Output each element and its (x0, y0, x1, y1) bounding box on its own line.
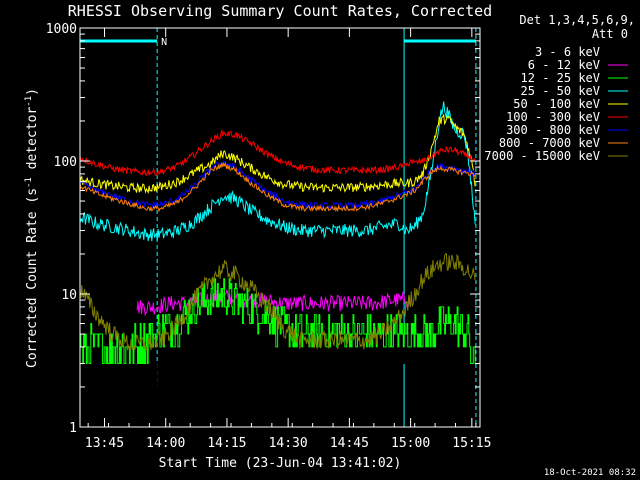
x-tick-label: 15:00 (391, 436, 430, 451)
x-tick-label: 13:45 (85, 436, 124, 451)
series-7000-15000-kev (79, 253, 476, 352)
y-axis: 1 10 100 1000 (46, 22, 480, 436)
legend-header-attenuator: Att 0 (592, 27, 628, 41)
series-line (79, 161, 476, 213)
series-line (145, 288, 477, 428)
legend-label: 12 - 25 keV (521, 71, 600, 85)
x-tick-label: 14:00 (146, 436, 185, 451)
x-tick-label: 14:45 (330, 436, 369, 451)
y-axis-label-main: Corrected Count Rate (s (25, 188, 40, 368)
y-axis-label-mid: detector (25, 107, 40, 178)
chart-title: RHESSI Observing Summary Count Rates, Co… (68, 2, 492, 20)
legend-label: 100 - 300 keV (506, 110, 600, 124)
x-axis: 13:45 14:00 14:15 14:30 14:45 15:00 15:15 (85, 28, 491, 451)
series-50-100-kev (79, 113, 476, 195)
y-tick-label: 100 (54, 155, 77, 170)
series-100-300-kev (79, 128, 476, 176)
series-line (79, 101, 476, 242)
y-axis-label-sup2: -1 (24, 96, 34, 107)
series-25-50-kev (79, 101, 476, 242)
y-axis-label-end: ) (25, 88, 40, 96)
x-tick-label: 14:30 (269, 436, 308, 451)
legend-label: 50 - 100 keV (513, 97, 600, 111)
footer-date: 18-Oct-2021 08:32 (544, 468, 636, 478)
y-axis-label-sup1: -1 (24, 177, 34, 188)
legend-label: 6 - 12 keV (528, 58, 600, 72)
x-axis-label: Start Time (23-Jun-04 13:41:02) (159, 456, 402, 471)
series-line (79, 128, 476, 176)
legend-label: 25 - 50 keV (521, 84, 600, 98)
plot-frame (79, 27, 481, 428)
series-line (79, 253, 476, 352)
legend-label: 300 - 800 keV (506, 123, 600, 137)
night-marker-label: N (161, 37, 167, 48)
y-tick-label: 1000 (46, 22, 77, 37)
legend-label: 3 - 6 keV (535, 45, 600, 59)
legend-label: 800 - 7000 keV (499, 136, 600, 150)
x-tick-label: 14:15 (207, 436, 246, 451)
x-tick-label: 15:15 (452, 436, 491, 451)
y-tick-label: 10 (61, 288, 77, 303)
series-3-6-kev (145, 288, 477, 428)
legend-label: 7000 - 15000 keV (484, 149, 600, 163)
series-800-7000-kev (79, 161, 476, 213)
series-line (79, 113, 476, 195)
y-tick-label: 1 (69, 421, 77, 436)
series-lines (79, 101, 477, 428)
legend-header-detectors: Det 1,3,4,5,6,9, (519, 13, 635, 27)
y-axis-label: Corrected Count Rate (s-1 detector-1) (24, 88, 40, 368)
